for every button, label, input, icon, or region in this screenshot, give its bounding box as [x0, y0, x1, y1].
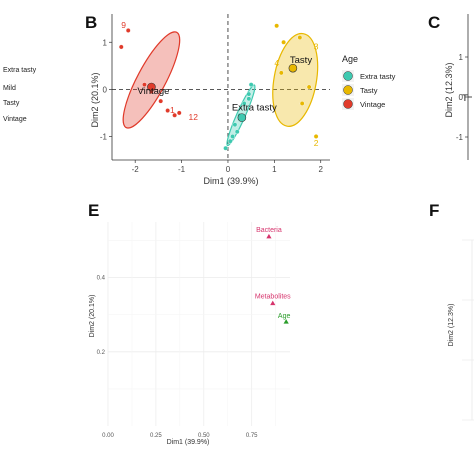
panel-e-point-bacteria	[266, 233, 272, 239]
panel-b-legend-label: Tasty	[360, 86, 378, 95]
panel-e-x-tick-label: 0.50	[198, 433, 210, 439]
panel-b-point-extra-tasty	[248, 82, 254, 88]
panel-c-partial: Dim2 (12.3%) T 1 0 -1	[444, 14, 474, 160]
panel-b-point-extra-tasty	[230, 134, 235, 139]
panel-b-point-extra-tasty	[241, 101, 247, 106]
panel-f-partial: Dim2 (12.3%)	[448, 239, 474, 421]
panel-b-y-axis-title: Dim2 (20.1%)	[90, 72, 100, 127]
panel-b-centroid-tasty	[288, 63, 298, 73]
panel-b-point-tasty	[299, 101, 305, 106]
panel-e-y-axis-title: Dim2 (20.1%)	[89, 295, 96, 338]
panel-b-x-tick-label: -1	[178, 165, 186, 174]
panel-e-point-age	[283, 319, 289, 324]
panel-letter-b: B	[85, 13, 97, 32]
panel-b-legend-marker	[343, 71, 353, 81]
panel-b-point-label-tasty: 4	[274, 58, 279, 68]
panel-b-x-tick-label: 1	[272, 165, 277, 174]
panel-c-y-tick-label: 0	[459, 93, 464, 102]
panel-b-centroid-vintage	[147, 82, 156, 92]
panel-b-point-extra-tasty	[246, 96, 252, 102]
panel-b-centroid-extra-tasty	[237, 113, 247, 122]
panel-b-x-tick-label: 2	[318, 165, 323, 174]
panel-b-point-vintage	[158, 98, 164, 104]
panel-letter-e: E	[88, 201, 99, 220]
panel-b-x-tick-label: -2	[132, 165, 140, 174]
panel-b-point-vintage	[176, 110, 182, 116]
panel-b-y-tick-label: -1	[100, 132, 108, 141]
panel-c-partial-label: T	[462, 93, 468, 104]
panel-b-point-tasty	[274, 23, 280, 29]
left-legend-item: Mild	[3, 85, 16, 92]
left-legend-item: Extra tasty	[3, 67, 37, 74]
panel-b-point-extra-tasty	[234, 129, 240, 135]
panel-b-point-label-vintage: 1	[170, 105, 175, 115]
panel-e-point-label-age: Age	[278, 313, 291, 320]
panel-b-point-vintage	[142, 82, 147, 88]
panel-b-point-extra-tasty	[232, 122, 238, 128]
panel-b-point-tasty	[306, 84, 312, 90]
panel-e-x-axis-title: Dim1 (39.9%)	[167, 439, 210, 446]
panel-b-point-extra-tasty	[227, 138, 233, 144]
panel-e-point-label-metabolites: Metabolites	[255, 294, 291, 301]
panel-b-point-label-tasty: 3	[314, 41, 319, 51]
panel-e-point-label-bacteria: Bacteria	[256, 227, 282, 234]
panel-b-point-label-vintage: 12	[189, 112, 199, 122]
panel-b-group-label-extra-tasty: Extra tasty	[232, 103, 277, 114]
panel-f-y-axis-title: Dim2 (12.3%)	[448, 304, 455, 347]
panel-letter-c: C	[428, 13, 440, 32]
panel-b-legend-marker	[343, 85, 353, 95]
panel-b-legend-title: Age	[342, 54, 358, 64]
panel-c-y-tick-label: -1	[456, 133, 464, 142]
panel-b-legend-label: Vintage	[360, 100, 385, 109]
panel-b-point-tasty	[297, 35, 303, 40]
panel-b-x-axis-title: Dim1 (39.9%)	[203, 176, 258, 186]
panel-letter-f: F	[429, 201, 439, 220]
panel-b-x-tick-label: 0	[226, 165, 231, 174]
left-legend-item: Tasty	[3, 100, 20, 107]
panel-b-point-extra-tasty	[246, 91, 252, 97]
panel-c-y-axis-title: Dim2 (12.3%)	[444, 62, 454, 117]
panel-b-point-tasty	[278, 70, 284, 76]
panel-b-y-tick-label: 1	[103, 38, 108, 47]
panel-b-point-label-vintage: 9	[121, 20, 126, 30]
panel-b-point-vintage	[165, 108, 171, 113]
panel-b-ellipse-vintage	[122, 31, 181, 129]
panel-b-group-label-tasty: Tasty	[290, 55, 312, 66]
panel-e-x-tick-label: 0.25	[150, 433, 162, 439]
panel-b-group-label-vintage: Vintage	[137, 86, 169, 97]
panel-e-point-metabolites	[270, 300, 276, 306]
panel-b-point-vintage	[118, 44, 124, 50]
panel-b-legend-label: Extra tasty	[360, 72, 396, 81]
panel-b-legend-marker	[343, 99, 353, 109]
panel-b-ellipse-tasty	[272, 32, 319, 127]
panel-e-y-tick-label: 0.4	[97, 276, 106, 282]
left-partial-legend: Extra tasty Mild Tasty Vintage	[3, 67, 37, 123]
panel-b-biplot: Dim2 (20.1%) Dim1 (39.9%) Age Extra tast…	[90, 14, 396, 186]
panel-b-point-vintage	[172, 112, 178, 118]
panel-b-legend: Extra tasty Tasty Vintage	[342, 70, 396, 110]
panel-b-point-tasty	[313, 134, 319, 139]
panel-e-x-tick-label: 0.00	[102, 433, 114, 439]
panel-b-point-label-tasty: 2	[314, 138, 319, 148]
panel-e-y-tick-label: 0.2	[97, 350, 106, 356]
left-legend-item: Vintage	[3, 116, 27, 123]
panel-e-biplot: Dim2 (20.1%) Dim1 (39.9%) 0.00 0.25 0.50 0.…	[89, 222, 291, 446]
panel-b-point-vintage	[125, 28, 131, 33]
panel-b-point-extra-tasty	[223, 145, 229, 151]
panel-b-point-tasty	[281, 39, 287, 45]
panel-e-x-tick-label: 0.75	[246, 433, 258, 439]
panel-c-y-tick-label: 1	[459, 53, 464, 62]
panel-b-y-tick-label: 0	[103, 85, 108, 94]
